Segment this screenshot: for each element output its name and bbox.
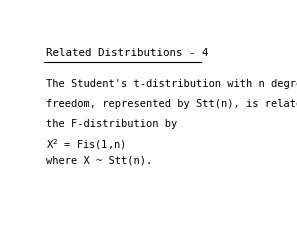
Text: Related Distributions - 4: Related Distributions - 4 bbox=[46, 48, 209, 58]
Text: where X ~ Stt(n).: where X ~ Stt(n). bbox=[46, 155, 153, 165]
Text: The Student's t-distribution with n degrees of: The Student's t-distribution with n degr… bbox=[46, 79, 297, 89]
Text: freedom, represented by Stt(n), is related to: freedom, represented by Stt(n), is relat… bbox=[46, 99, 297, 109]
Text: the F-distribution by: the F-distribution by bbox=[46, 119, 178, 129]
Text: X$^{2}$ = Fis(1,n): X$^{2}$ = Fis(1,n) bbox=[46, 137, 126, 152]
